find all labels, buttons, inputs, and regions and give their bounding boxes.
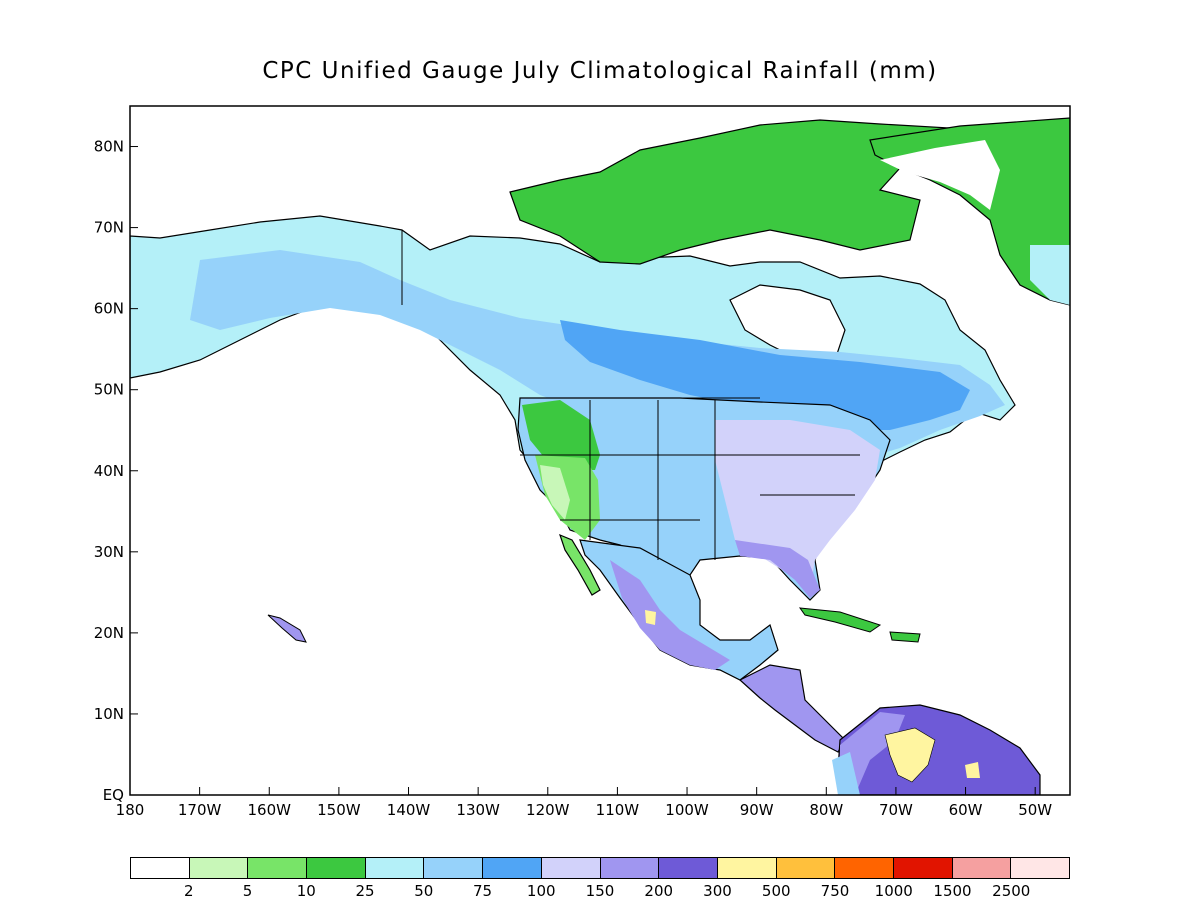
rainfall-map: 80N 70N 60N 50N 40N 30N 20N 10N EQ 180 170W 160W 15… <box>94 105 1071 819</box>
longitude-axis: 180 170W 160W 150W 140W 130W 120W 110W 100W 90W 80… <box>116 787 1052 819</box>
legend-swatch <box>248 858 308 878</box>
greenland-ice <box>880 140 1000 210</box>
legend-swatch <box>952 858 1012 878</box>
llanos-heavy <box>884 727 936 783</box>
legend-label: 75 <box>472 882 493 900</box>
lon-tick-label: 180 <box>116 801 145 819</box>
lon-tick-label: 90W <box>740 801 774 819</box>
greenland-coast <box>1030 245 1070 305</box>
color-legend <box>130 857 1070 879</box>
lat-tick-label: EQ <box>103 786 124 804</box>
legend-label: 500 <box>761 882 791 900</box>
legend-swatch <box>307 858 366 878</box>
lon-tick-label: 100W <box>665 801 709 819</box>
lat-tick-label: 50N <box>94 381 124 399</box>
legend-label: 2 <box>183 882 194 900</box>
land-masses <box>130 117 1070 795</box>
florida-gulf-wet <box>735 540 820 598</box>
legend-label: 5 <box>242 882 253 900</box>
legend-swatch <box>541 858 601 878</box>
south-america-coast <box>832 752 860 795</box>
lon-tick-label: 110W <box>596 801 640 819</box>
political-borders <box>401 230 860 560</box>
legend-label: 1500 <box>933 882 972 900</box>
legend-swatch <box>365 858 425 878</box>
lon-tick-label: 50W <box>1018 801 1052 819</box>
lon-tick-label: 120W <box>526 801 570 819</box>
lat-tick-label: 30N <box>94 543 124 561</box>
lat-tick-label: 80N <box>94 138 124 156</box>
legend-swatch <box>483 858 542 878</box>
legend-label: 25 <box>355 882 375 900</box>
lat-tick-label: 10N <box>94 705 124 723</box>
legend-swatch <box>717 858 777 878</box>
great-lakes-wet-band <box>560 320 970 430</box>
lon-tick-label: 150W <box>317 801 361 819</box>
lon-tick-label: 80W <box>809 801 843 819</box>
legend-swatch <box>131 858 190 878</box>
lat-tick-label: 20N <box>94 624 124 642</box>
legend-label: 750 <box>820 882 850 900</box>
arctic-islands <box>509 119 951 265</box>
south-america-fringe <box>840 712 905 795</box>
legend-label: 100 <box>526 882 556 900</box>
hawaii <box>267 614 307 643</box>
guiana-heavy <box>965 762 980 778</box>
lon-tick-label: 130W <box>456 801 500 819</box>
lon-tick-label: 60W <box>949 801 983 819</box>
legend-swatch <box>189 858 249 878</box>
legend-swatch <box>659 858 718 878</box>
legend-label: 200 <box>644 882 674 900</box>
legend-label: 10 <box>296 882 316 900</box>
lon-tick-label: 160W <box>248 801 292 819</box>
legend-swatch <box>1011 858 1069 878</box>
mexico-heavy-spot <box>645 610 656 625</box>
latitude-axis: 80N 70N 60N 50N 40N 30N 20N 10N EQ <box>94 138 138 804</box>
lat-tick-label: 60N <box>94 300 124 318</box>
map-title: CPC Unified Gauge July Climatological Ra… <box>262 58 938 84</box>
lat-tick-label: 70N <box>94 219 124 237</box>
legend-swatch <box>893 858 953 878</box>
lon-tick-label: 70W <box>879 801 913 819</box>
cuba <box>798 607 882 633</box>
legend-swatch <box>835 858 894 878</box>
california-driest <box>540 465 570 520</box>
lat-tick-label: 40N <box>94 462 124 480</box>
mexico-wet-coast <box>610 560 730 670</box>
map-frame <box>129 105 1071 796</box>
legend-label: 50 <box>414 882 434 900</box>
legend-labels: 2 5 10 25 50 75 100 150 200 300 500 750 1000 1500 2500 <box>130 882 1070 900</box>
lon-tick-label: 140W <box>387 801 431 819</box>
legend-label: 150 <box>585 882 615 900</box>
legend-label: 300 <box>703 882 732 900</box>
hispaniola <box>889 631 921 643</box>
baja-california <box>559 533 601 596</box>
legend-label: 1000 <box>874 882 913 900</box>
legend-swatch <box>776 858 836 878</box>
legend-swatch <box>600 858 660 878</box>
lon-tick-label: 170W <box>178 801 222 819</box>
legend-label: 2500 <box>992 882 1031 900</box>
legend-swatch <box>424 858 484 878</box>
us-west-dry <box>522 400 600 470</box>
